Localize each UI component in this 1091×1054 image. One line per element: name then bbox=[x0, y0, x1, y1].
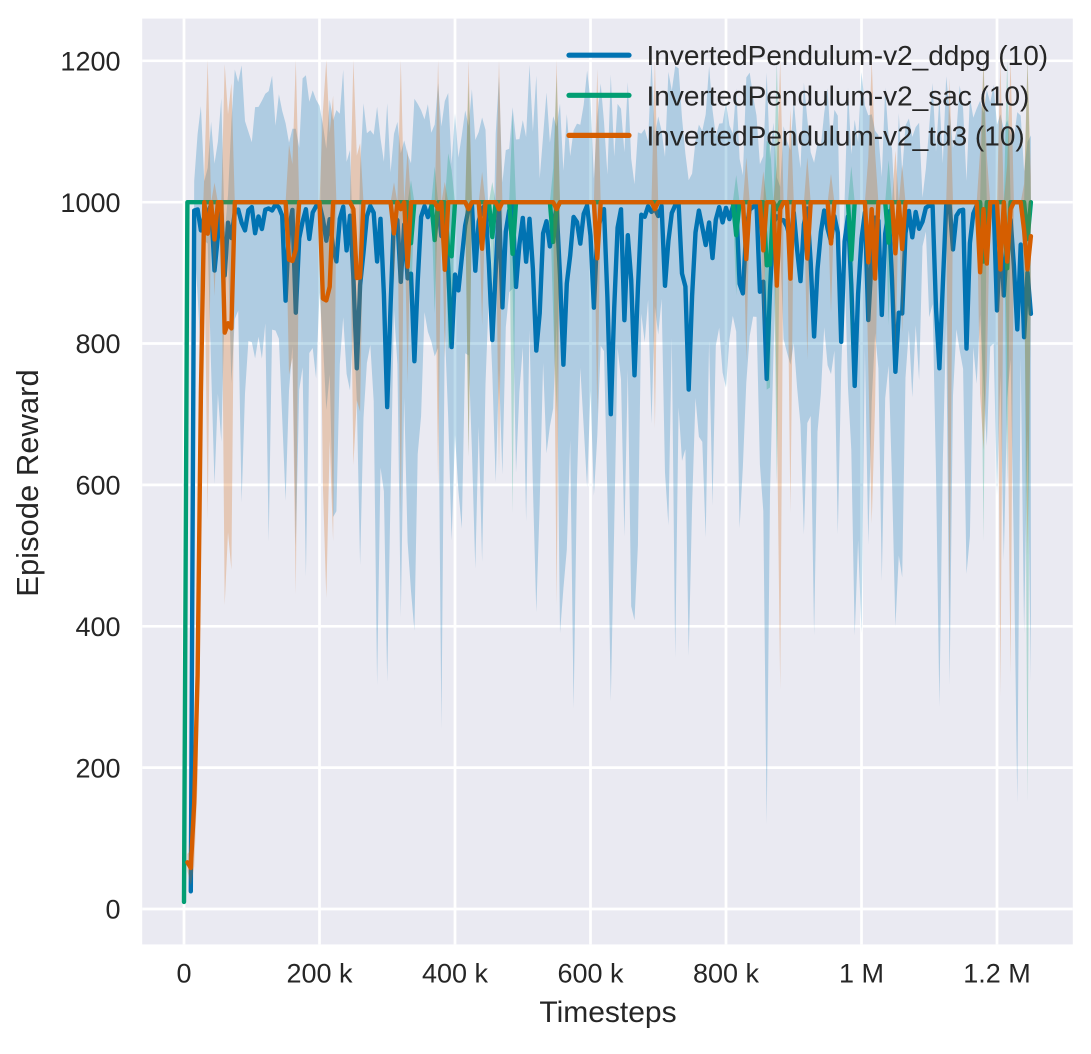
svg-text:0: 0 bbox=[105, 895, 120, 925]
svg-text:1.2 M: 1.2 M bbox=[963, 959, 1031, 989]
svg-text:400 k: 400 k bbox=[422, 959, 489, 989]
svg-text:200 k: 200 k bbox=[286, 959, 353, 989]
svg-text:1 M: 1 M bbox=[839, 959, 884, 989]
svg-text:800: 800 bbox=[75, 329, 120, 359]
svg-text:200: 200 bbox=[75, 753, 120, 783]
svg-text:0: 0 bbox=[176, 959, 191, 989]
svg-text:Timesteps: Timesteps bbox=[539, 996, 676, 1029]
svg-text:1000: 1000 bbox=[60, 188, 120, 218]
svg-text:400: 400 bbox=[75, 612, 120, 642]
svg-text:InvertedPendulum-v2_td3 (10): InvertedPendulum-v2_td3 (10) bbox=[647, 120, 1025, 151]
svg-text:600 k: 600 k bbox=[557, 959, 624, 989]
svg-text:Episode Reward: Episode Reward bbox=[10, 369, 45, 596]
svg-text:InvertedPendulum-v2_sac (10): InvertedPendulum-v2_sac (10) bbox=[647, 80, 1030, 111]
svg-text:600: 600 bbox=[75, 471, 120, 501]
svg-text:InvertedPendulum-v2_ddpg (10): InvertedPendulum-v2_ddpg (10) bbox=[647, 40, 1049, 71]
svg-text:800 k: 800 k bbox=[693, 959, 760, 989]
svg-text:1200: 1200 bbox=[60, 47, 120, 77]
